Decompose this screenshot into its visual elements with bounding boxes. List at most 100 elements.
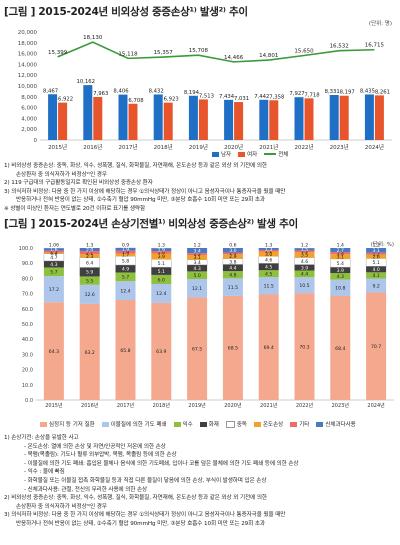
segment-label: 2.6: [372, 254, 379, 260]
y-tick-label: 10.0: [22, 383, 33, 389]
stacked-segment: [330, 267, 351, 274]
stacked-segment: [366, 292, 387, 400]
data-label-total: 16,532: [330, 44, 349, 50]
data-label-female: 7,513: [199, 93, 214, 99]
stacked-segment: [115, 281, 136, 300]
y-tick-label: 20.0: [22, 368, 33, 374]
top-label: 1.3: [158, 243, 165, 249]
stacked-segment: [366, 248, 387, 253]
x-tick-label: 2018년: [153, 402, 171, 409]
legend-label: 화재: [208, 422, 219, 428]
legend-item: 익수: [173, 420, 193, 428]
chart1-svg: 0 2,000 4,000 6,000 8,000 10,000 12,000 14,000 1…: [18, 30, 392, 151]
stacked-segment: [115, 253, 136, 257]
chart2-unit: (단위: %): [370, 242, 394, 248]
stacked-segment: [366, 278, 387, 293]
segment-label: 1.5: [301, 247, 308, 253]
bar-female: [163, 102, 173, 140]
stacked-segment: [115, 250, 136, 254]
segment-label: 5.1: [372, 260, 379, 266]
stacked-segment: [115, 265, 136, 273]
segment-label: 1.2: [193, 252, 200, 258]
top-label: 1.3: [86, 243, 93, 249]
x-tick-label: 2019년: [189, 143, 208, 151]
note-line: 손상환자 중 의식저하가 비정상²⁾인 경우: [16, 171, 107, 178]
x-tick-label: 2015년: [45, 402, 63, 409]
legend-total-label: 전체: [278, 152, 289, 158]
segment-label: 5.4: [337, 261, 344, 267]
x-tick-label: 2022년: [294, 143, 313, 151]
data-label-total: 15,118: [118, 51, 138, 57]
x-tick-label: 2019년: [188, 402, 206, 409]
data-label-male: 8,432: [149, 88, 164, 94]
bar-male: [294, 97, 304, 140]
chart1-notes: 1) 비외상성 중증손상: 중독, 화상, 익수, 성폭행, 질식, 화학물질,…: [4, 162, 396, 214]
segment-label: 1.2: [301, 249, 308, 255]
segment-label: 4.4: [229, 266, 236, 272]
segment-label: 3.4: [193, 260, 200, 266]
segment-label: 6.4: [86, 260, 93, 266]
stacked-segment: [222, 258, 244, 265]
legend-label: 심정지 등 기저 질환: [49, 422, 95, 428]
segment-label: 1.2: [372, 251, 379, 257]
stacked-segment: [79, 248, 100, 252]
segment-label: 5.1: [158, 261, 165, 267]
legend-item: 온도손상: [253, 420, 283, 428]
legend-label: 익수: [182, 422, 193, 428]
data-label-male: 7,434: [219, 94, 235, 100]
stacked-segment: [43, 248, 64, 251]
segment-label: 3.8: [229, 259, 236, 265]
data-label-male: 8,194: [184, 90, 200, 96]
y-tick-label: 14,000: [18, 62, 38, 68]
segment-label: 63.2: [85, 350, 95, 356]
note-line: 반응하거나 전혀 반응이 없는 상태, ②수축기 혈압 90mmHg 미만, ③…: [16, 197, 265, 204]
segment-label: 68.5: [228, 346, 238, 352]
y-tick-label: 30.0: [22, 352, 33, 358]
stacked-segment: [187, 279, 208, 298]
note-line: 1) 비외상성 중증손상: 중독, 화상, 익수, 성폭행, 질식, 화학물질,…: [4, 163, 267, 169]
bar-female: [198, 99, 208, 140]
stacked-segment: [258, 270, 279, 278]
stacked-segment: [151, 267, 172, 275]
stacked-segment: [365, 258, 387, 267]
stacked-segment: [43, 267, 64, 277]
segment-label: 2.7: [337, 248, 344, 254]
segment-label: 3.1: [372, 248, 379, 254]
stacked-segment: [222, 252, 243, 255]
segment-label: 3.4: [193, 248, 200, 254]
stacked-segment: [187, 254, 208, 260]
segment-label: 4.8: [229, 273, 236, 279]
legend-item: 이물질에 의한 기도 폐쇄: [101, 420, 167, 428]
data-label-male: 7,927: [289, 91, 304, 97]
segment-label: 4.4: [301, 272, 308, 278]
segment-label: 17.2: [49, 287, 59, 293]
note-line: ※ 성별이 미상인 환자는 연도별로 20건 이하로 표기를 생략함: [4, 205, 145, 212]
segment-label: 11.5: [264, 284, 274, 290]
bar-female: [269, 100, 279, 140]
x-tick-label: 2024년: [365, 143, 384, 151]
segment-label: 1.2: [265, 249, 272, 255]
stacked-segment: [330, 254, 351, 259]
bar-female: [93, 96, 103, 140]
note-line: 반응하거나 전혀 반응이 없는 상태, ②수축기 혈압 90mmHg 미만, ③…: [16, 520, 265, 527]
data-label-female: 8,197: [340, 90, 355, 96]
y-tick-label: 12,000: [18, 73, 38, 79]
y-tick-label: 40.0: [22, 337, 33, 343]
segment-label: 5.7: [50, 270, 57, 276]
top-label: 0.6: [229, 243, 236, 249]
stacked-segment: [222, 295, 243, 400]
stacked-segment: [79, 303, 100, 400]
segment-label: 2.1: [86, 250, 93, 256]
note-line: - 목맴(목졸림): 기도나 혈류 외부압박, 목맴, 목졸림 등에 의한 손상: [24, 452, 177, 459]
x-tick-label: 2022년: [296, 402, 314, 409]
stacked-segment: [187, 253, 208, 255]
data-label-total: 14,801: [259, 53, 278, 59]
stacked-segment: [115, 299, 136, 400]
bar-male: [224, 99, 234, 140]
note-line: 손상환자 중 의식저하가 비정상³⁾인 경우: [16, 503, 107, 510]
segment-label: 1.9: [122, 247, 129, 253]
data-label-male: 7,442: [254, 94, 269, 100]
segment-label: 12.4: [156, 291, 166, 297]
stacked-segment: [366, 252, 387, 255]
note-line: - 온도손상: 열에 의한 손상 및 자연/인공적인 저온에 의한 손상: [24, 443, 166, 450]
